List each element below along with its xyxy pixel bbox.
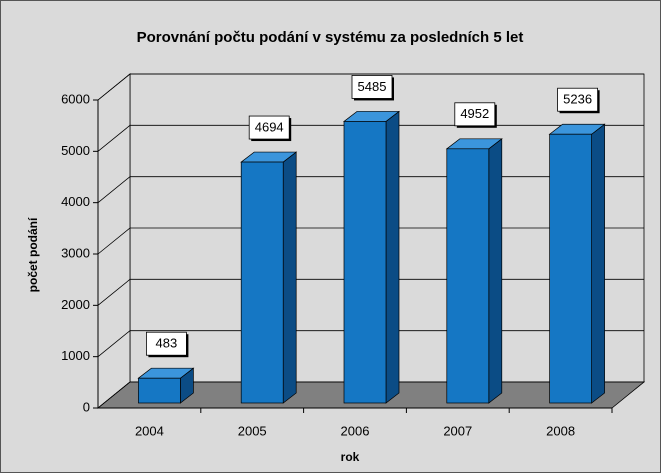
chart-title: Porovnání počtu podání v systému za posl… (137, 29, 524, 46)
data-label-box (351, 75, 393, 99)
data-label: 4952 (460, 106, 489, 121)
y-tick-label: 4000 (61, 194, 90, 209)
bar (343, 121, 387, 404)
bar (138, 377, 181, 404)
bar-side (385, 110, 400, 404)
y-axis-title: počet podání (26, 217, 40, 292)
x-tick-label: 2004 (135, 423, 164, 438)
y-tick-label: 0 (83, 399, 90, 414)
y-tick-label: 6000 (61, 91, 90, 106)
data-label: 4694 (255, 119, 284, 134)
x-tick-label: 2005 (238, 423, 267, 438)
data-label: 5236 (563, 92, 592, 107)
data-label: 5485 (358, 79, 387, 94)
y-tick-label: 3000 (61, 245, 90, 260)
x-tick-label: 2006 (341, 423, 370, 438)
x-axis-title: rok (341, 450, 360, 464)
data-label-box (557, 87, 598, 112)
y-tick-label: 2000 (61, 297, 90, 312)
data-label: 483 (156, 336, 178, 351)
bar (549, 133, 592, 404)
data-label-box (454, 102, 496, 127)
bar (446, 148, 490, 404)
x-tick-label: 2007 (443, 423, 472, 438)
bar-side (488, 138, 503, 404)
bar-side (282, 151, 297, 404)
data-label-box (145, 331, 187, 356)
y-tick-label: 1000 (61, 348, 90, 363)
y-tick-label: 5000 (61, 143, 90, 158)
bar (240, 161, 284, 404)
x-tick-label: 2008 (546, 423, 575, 438)
data-label-box (248, 115, 290, 140)
bar-side (591, 123, 605, 404)
grid-line (97, 73, 644, 101)
